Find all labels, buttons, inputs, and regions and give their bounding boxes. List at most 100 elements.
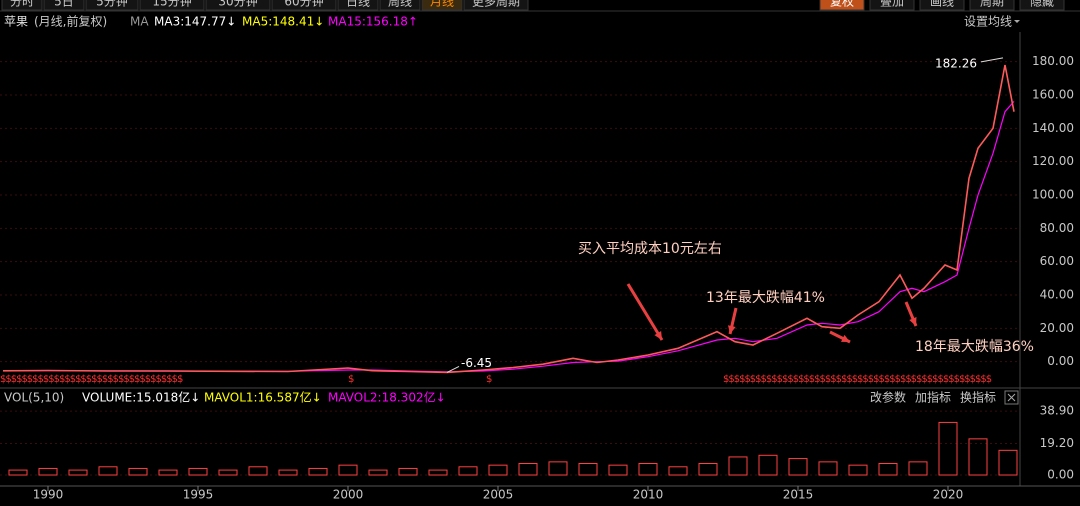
- volume-bar: [308, 467, 328, 476]
- volume-bar: [38, 467, 58, 476]
- y-tick-label: 60.00: [1040, 254, 1074, 268]
- change-indicator-button[interactable]: 换指标: [960, 390, 996, 405]
- volume: VOLUME:15.018亿↓: [82, 390, 200, 405]
- x-tick-label: 2000: [333, 488, 364, 502]
- volume-bar: [548, 461, 568, 476]
- mavol1: MAVOL1:16.587亿↓: [204, 390, 322, 405]
- tab[interactable]: 60分钟: [284, 0, 323, 9]
- volume-bar: [488, 464, 508, 476]
- volume-bar: [398, 467, 418, 476]
- x-tick-label: 1990: [33, 488, 64, 502]
- tool-bg: [819, 0, 865, 11]
- tab[interactable]: 5日: [54, 0, 74, 9]
- volume-bar: [788, 458, 808, 476]
- annotation: 13年最大跌幅41%: [706, 290, 825, 306]
- tool[interactable]: 周期: [980, 0, 1004, 9]
- tab[interactable]: 分时: [10, 0, 34, 9]
- tool[interactable]: 隐藏: [1030, 0, 1054, 9]
- volume-bar: [608, 464, 628, 476]
- volume-bar: [218, 469, 238, 476]
- tab-bg: [85, 0, 139, 11]
- y-tick-label: 38.90: [1040, 404, 1074, 418]
- volume-bar: [368, 469, 388, 476]
- y-tick-label: 0.00: [1047, 468, 1074, 482]
- dividend-marks: $$$$$$$$$$$$$$$$$$$$$$$$$$$$$$$$$$$$$$$$…: [723, 374, 992, 385]
- arrow-head: [728, 325, 736, 334]
- y-tick-label: 20.00: [1040, 321, 1074, 335]
- volume-bar: [818, 461, 838, 476]
- high-label: 182.26: [935, 56, 977, 70]
- y-tick-label: 19.20: [1040, 436, 1074, 450]
- add-indicator-button[interactable]: 加指标: [915, 390, 951, 405]
- close-icon: [1007, 393, 1016, 402]
- volume-bar: [908, 461, 928, 476]
- low-pointer: [446, 365, 460, 373]
- y-tick-label: 120.00: [1032, 154, 1074, 168]
- dividend-marks: $: [348, 374, 354, 385]
- tool-bg: [919, 0, 965, 11]
- tool[interactable]: 叠加: [880, 0, 904, 9]
- y-tick-label: 160.00: [1032, 88, 1074, 102]
- dividend-marks: $: [486, 374, 492, 385]
- volume-bar: [878, 463, 898, 476]
- tab[interactable]: 周线: [388, 0, 412, 9]
- volume-bar: [758, 454, 778, 476]
- ma3: MA3:147.77↓: [154, 15, 236, 29]
- tab-bg: [271, 0, 337, 11]
- tab-bg: [43, 0, 85, 11]
- tab[interactable]: 月线: [430, 0, 454, 9]
- volume-bar: [68, 469, 88, 476]
- volume-bar: [278, 469, 298, 476]
- ma15-line: [2, 101, 1015, 373]
- tool[interactable]: 复权: [830, 0, 854, 9]
- arrow-head: [654, 331, 662, 340]
- price-line: [2, 64, 1015, 374]
- tool[interactable]: 画线: [930, 0, 954, 9]
- dropdown-icon: [1014, 20, 1020, 23]
- tab-bg: [1, 0, 43, 11]
- y-tick-label: 180.00: [1032, 54, 1074, 68]
- close-button[interactable]: [1004, 390, 1019, 405]
- annotation-arrow: [626, 283, 664, 341]
- tab[interactable]: 5分钟: [96, 0, 128, 9]
- x-tick-label: 2010: [633, 488, 664, 502]
- high-pointer: [980, 57, 1004, 63]
- y-tick-label: 100.00: [1032, 188, 1074, 202]
- volume-bar: [578, 463, 598, 476]
- volume-bar: [518, 463, 538, 476]
- settings-button[interactable]: 设置均线: [964, 15, 1012, 29]
- volume-bar: [848, 464, 868, 476]
- low-label: -6.45: [461, 356, 492, 370]
- y-tick-label: 80.00: [1040, 221, 1074, 235]
- mavol2: MAVOL2:18.302亿↓: [328, 390, 446, 405]
- param-button[interactable]: 改参数: [870, 390, 906, 405]
- volume-bar: [698, 463, 718, 476]
- tab[interactable]: 15分钟: [152, 0, 191, 9]
- tab[interactable]: 30分钟: [218, 0, 257, 9]
- x-tick-label: 2005: [483, 488, 514, 502]
- volume-bar: [338, 464, 358, 476]
- x-tick-label: 1995: [183, 488, 214, 502]
- volume-bar: [968, 438, 988, 476]
- volume-bar: [188, 467, 208, 476]
- vol-label: VOL(5,10): [4, 391, 64, 405]
- volume-bar: [638, 463, 658, 476]
- volume-bar: [248, 466, 268, 476]
- volume-bar: [8, 469, 28, 476]
- volume-bar: [728, 456, 748, 476]
- annotation: 18年最大跌幅36%: [915, 339, 1034, 355]
- tab[interactable]: 日线: [346, 0, 370, 9]
- tab-bg: [337, 0, 379, 11]
- volume-bar: [128, 467, 148, 476]
- tab-bg: [139, 0, 205, 11]
- tab[interactable]: 更多周期: [472, 0, 520, 9]
- tab-bg: [379, 0, 421, 11]
- y-tick-label: 40.00: [1040, 288, 1074, 302]
- ma-label: MA: [130, 15, 149, 29]
- tab-bg: [421, 0, 463, 11]
- y-tick-label: 140.00: [1032, 121, 1074, 135]
- tab-bg: [463, 0, 529, 11]
